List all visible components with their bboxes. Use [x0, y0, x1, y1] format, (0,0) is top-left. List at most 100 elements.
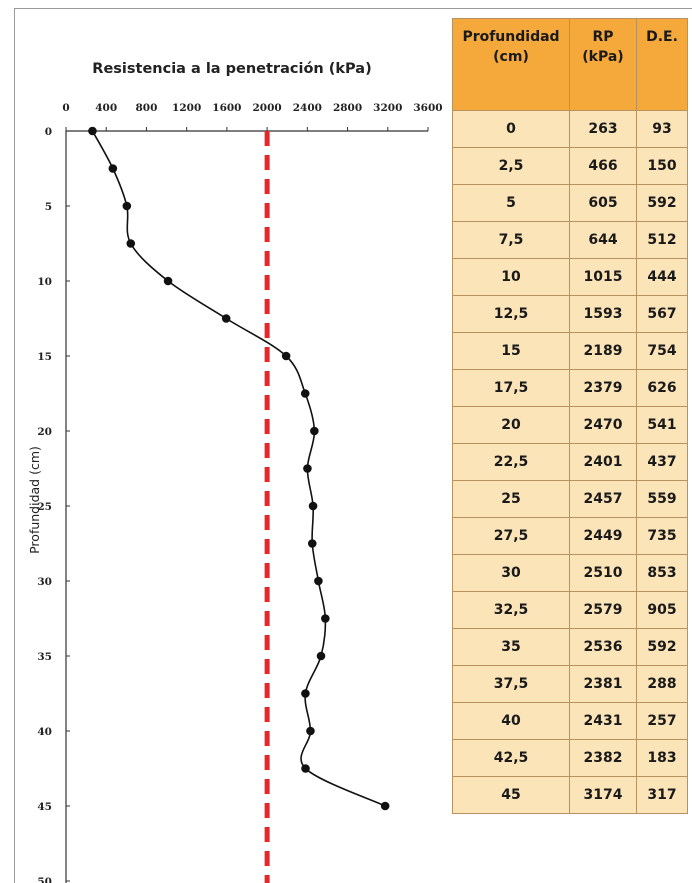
- table-cell: 2,5: [452, 147, 570, 185]
- table-cell: 183: [636, 739, 688, 777]
- table-cell: 35: [452, 628, 570, 666]
- table-row: 10 1015 444: [452, 258, 688, 296]
- table-cell: 1015: [569, 258, 637, 296]
- x-tick-label: 3200: [373, 102, 402, 114]
- data-point: [221, 314, 231, 323]
- table-row: 22,5 2401 437: [452, 443, 688, 481]
- y-tick-label: 50: [37, 876, 52, 883]
- table-cell: 150: [636, 147, 688, 185]
- table-cell: 1593: [569, 295, 637, 333]
- table-cell: 605: [569, 184, 637, 222]
- table-row: 25 2457 559: [452, 480, 688, 518]
- x-axis-ticks: 0 400 800 1200 1600 2000 2400 2800 3200 3600: [62, 102, 443, 131]
- table-cell: 466: [569, 147, 637, 185]
- header-line-1: Profundidad: [462, 29, 560, 45]
- table-cell: 10: [452, 258, 570, 296]
- table-cell: 2382: [569, 739, 637, 777]
- data-point: [316, 651, 326, 661]
- table-cell: 263: [569, 110, 637, 148]
- table-cell: 257: [636, 702, 688, 740]
- table-cell: 27,5: [452, 517, 570, 555]
- data-point: [307, 539, 317, 548]
- table-cell: 2470: [569, 406, 637, 444]
- table-cell: 559: [636, 480, 688, 518]
- table-cell: 40: [452, 702, 570, 740]
- table-cell: 0: [452, 110, 570, 148]
- table-cell: 7,5: [452, 221, 570, 259]
- table-cell: 2579: [569, 591, 637, 629]
- y-tick-label: 10: [37, 276, 52, 288]
- table-row: 0 263 93: [452, 110, 688, 148]
- table-cell: 2189: [569, 332, 637, 370]
- table-row: 32,5 2579 905: [452, 591, 688, 629]
- data-point: [300, 389, 310, 398]
- y-tick-label: 35: [37, 651, 52, 663]
- data-point: [301, 764, 310, 773]
- data-point: [314, 576, 323, 586]
- table-cell: 2457: [569, 480, 637, 518]
- data-point: [310, 426, 319, 436]
- table-row: 45 3174 317: [452, 776, 688, 814]
- table-cell: 2379: [569, 369, 637, 407]
- series-layer: [88, 126, 390, 811]
- table-cell: 541: [636, 406, 688, 444]
- table-cell: 42,5: [452, 739, 570, 777]
- y-tick-label: 15: [37, 351, 52, 363]
- data-point: [122, 201, 132, 211]
- table-row: 17,5 2379 626: [452, 369, 688, 407]
- table-cell: 444: [636, 258, 688, 296]
- penetration-resistance-chart: Resistencia a la penetración (kPa) Profu…: [27, 61, 443, 883]
- table-cell: 15: [452, 332, 570, 370]
- table-cell: 25: [452, 480, 570, 518]
- table-row: 2,5 466 150: [452, 147, 688, 185]
- frame-top-border: [14, 8, 692, 9]
- table-cell: 2381: [569, 665, 637, 703]
- chart-title: Resistencia a la penetración (kPa): [92, 61, 371, 77]
- table-cell: 754: [636, 332, 688, 370]
- data-point: [303, 464, 312, 473]
- data-point: [306, 726, 315, 736]
- table-cell: 626: [636, 369, 688, 407]
- x-tick-label: 1200: [172, 102, 201, 114]
- table-cell: 288: [636, 665, 688, 703]
- table-cell: 2536: [569, 628, 637, 666]
- table-cell: 853: [636, 554, 688, 592]
- data-point: [301, 689, 310, 698]
- table-cell: 45: [452, 776, 570, 814]
- table-cell: 592: [636, 184, 688, 222]
- table-cell: 17,5: [452, 369, 570, 407]
- table-cell: 93: [636, 110, 688, 148]
- table-header-cell: RP (kPa): [569, 18, 637, 111]
- table-row: 37,5 2381 288: [452, 665, 688, 703]
- table-cell: 644: [569, 221, 637, 259]
- table-cell: 735: [636, 517, 688, 555]
- table-row: 7,5 644 512: [452, 221, 688, 259]
- header-line-2: (cm): [493, 49, 529, 65]
- data-point: [281, 351, 291, 361]
- table-row: 42,5 2382 183: [452, 739, 688, 777]
- data-table: Profundidad (cm) RP (kPa) D.E. 0 263 93 2,5 466 1…: [452, 18, 688, 814]
- data-point: [308, 501, 318, 511]
- table-body: 0 263 93 2,5 466 150 5 605 592 7,5 644 512 10 1015 444…: [452, 110, 688, 814]
- table-row: 5 605 592: [452, 184, 688, 222]
- y-tick-label: 0: [45, 126, 52, 138]
- x-tick-label: 2000: [252, 102, 281, 114]
- table-cell: 20: [452, 406, 570, 444]
- header-line-1: D.E.: [646, 29, 678, 45]
- table-cell: 30: [452, 554, 570, 592]
- data-point: [126, 239, 136, 248]
- table-row: 15 2189 754: [452, 332, 688, 370]
- table-row: 27,5 2449 735: [452, 517, 688, 555]
- y-tick-label: 5: [45, 201, 52, 213]
- table-cell: 567: [636, 295, 688, 333]
- data-point: [380, 801, 390, 811]
- x-tick-label: 800: [135, 102, 157, 114]
- data-point: [88, 126, 97, 136]
- table-cell: 2449: [569, 517, 637, 555]
- header-line-1: RP: [592, 29, 614, 45]
- table-header-cell: Profundidad (cm): [452, 18, 570, 111]
- table-cell: 2401: [569, 443, 637, 481]
- data-point: [163, 276, 173, 286]
- y-tick-label: 40: [37, 726, 52, 738]
- y-tick-label: 20: [37, 426, 52, 438]
